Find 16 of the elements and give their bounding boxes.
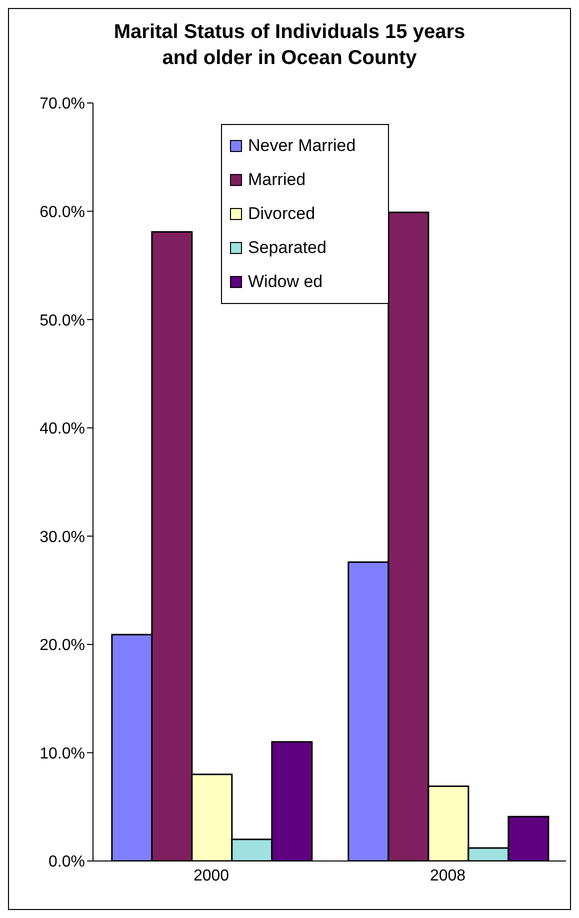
- y-tick-label: 60.0%: [40, 204, 85, 221]
- legend-label: Separated: [248, 237, 326, 259]
- legend-label: Widow ed: [248, 271, 323, 293]
- legend-label: Never Married: [248, 135, 356, 157]
- legend-label: Married: [248, 169, 306, 191]
- y-tick-label: 70.0%: [40, 96, 85, 113]
- y-tick-label: 0.0%: [48, 854, 85, 871]
- legend-label: Divorced: [248, 203, 316, 225]
- chart-title: Marital Status of Individuals 15 years and older in Ocean County: [112, 20, 466, 71]
- y-tick-label: 40.0%: [40, 420, 85, 438]
- x-tick-label: 2000: [193, 867, 230, 884]
- y-tick-label: 20.0%: [40, 637, 85, 654]
- x-tick-label: 2008: [430, 867, 466, 884]
- y-tick-label: 30.0%: [40, 528, 85, 546]
- y-tick-label: 50.0%: [40, 312, 85, 330]
- y-tick-label: 10.0%: [40, 745, 85, 762]
